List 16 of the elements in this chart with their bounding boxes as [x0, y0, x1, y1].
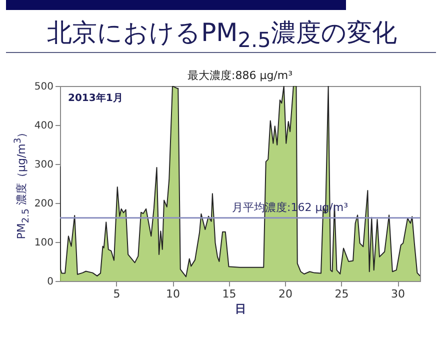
x-tick-label: 30	[391, 288, 405, 300]
y-tick-label: 500	[34, 82, 54, 92]
annotation: 2013年1月	[68, 92, 123, 104]
x-tick-label: 5	[113, 288, 120, 300]
x-tick-label: 10	[166, 288, 180, 300]
x-tick-label: 15	[222, 288, 236, 300]
x-axis-title: 日	[235, 302, 246, 316]
x-tick-label: 25	[334, 288, 349, 300]
chart-title: 北京におけるPM$_{2.5}$濃度の変化	[46, 17, 398, 52]
text: 最大濃度:886 μg/m³	[187, 69, 293, 82]
x-tick-label: 20	[278, 288, 292, 300]
y-tick-label: 300	[34, 160, 54, 170]
y-tick-label: 0	[47, 276, 54, 288]
y-tick-label: 100	[34, 238, 54, 248]
y-tick-label: 200	[34, 198, 54, 210]
y-tick-label: 400	[34, 120, 54, 132]
